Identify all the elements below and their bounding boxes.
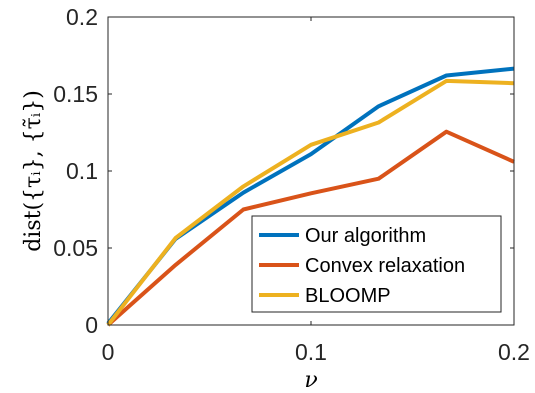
series-layer — [106, 66, 515, 327]
y-tick-label: 0.15 — [53, 81, 98, 107]
series-line-bloomp — [106, 78, 515, 327]
legend-label-our-algorithm: Our algorithm — [305, 225, 426, 247]
y-tick-label: 0.05 — [53, 235, 98, 261]
y-tick-label: 0.2 — [66, 4, 98, 30]
x-tick-label: 0.1 — [295, 339, 327, 365]
series-line-convex-relaxation — [106, 129, 515, 327]
legend: Our algorithm Convex relaxation BLOOMP — [251, 215, 502, 313]
y-axis-label: dist({τᵢ}, {τ̃ᵢ}) — [21, 90, 46, 252]
x-tick-label: 0.2 — [498, 339, 530, 365]
legend-label-bloomp: BLOOMP — [305, 285, 391, 307]
y-tick-label: 0 — [85, 312, 98, 338]
x-axis-label: ν — [304, 368, 317, 393]
legend-label-convex-relaxation: Convex relaxation — [305, 255, 465, 277]
tick-layer: 0 0.1 0.2 0 0.05 0.1 0.15 0.2 — [53, 4, 530, 365]
y-tick-label: 0.1 — [66, 158, 98, 184]
x-tick-label: 0 — [102, 339, 115, 365]
